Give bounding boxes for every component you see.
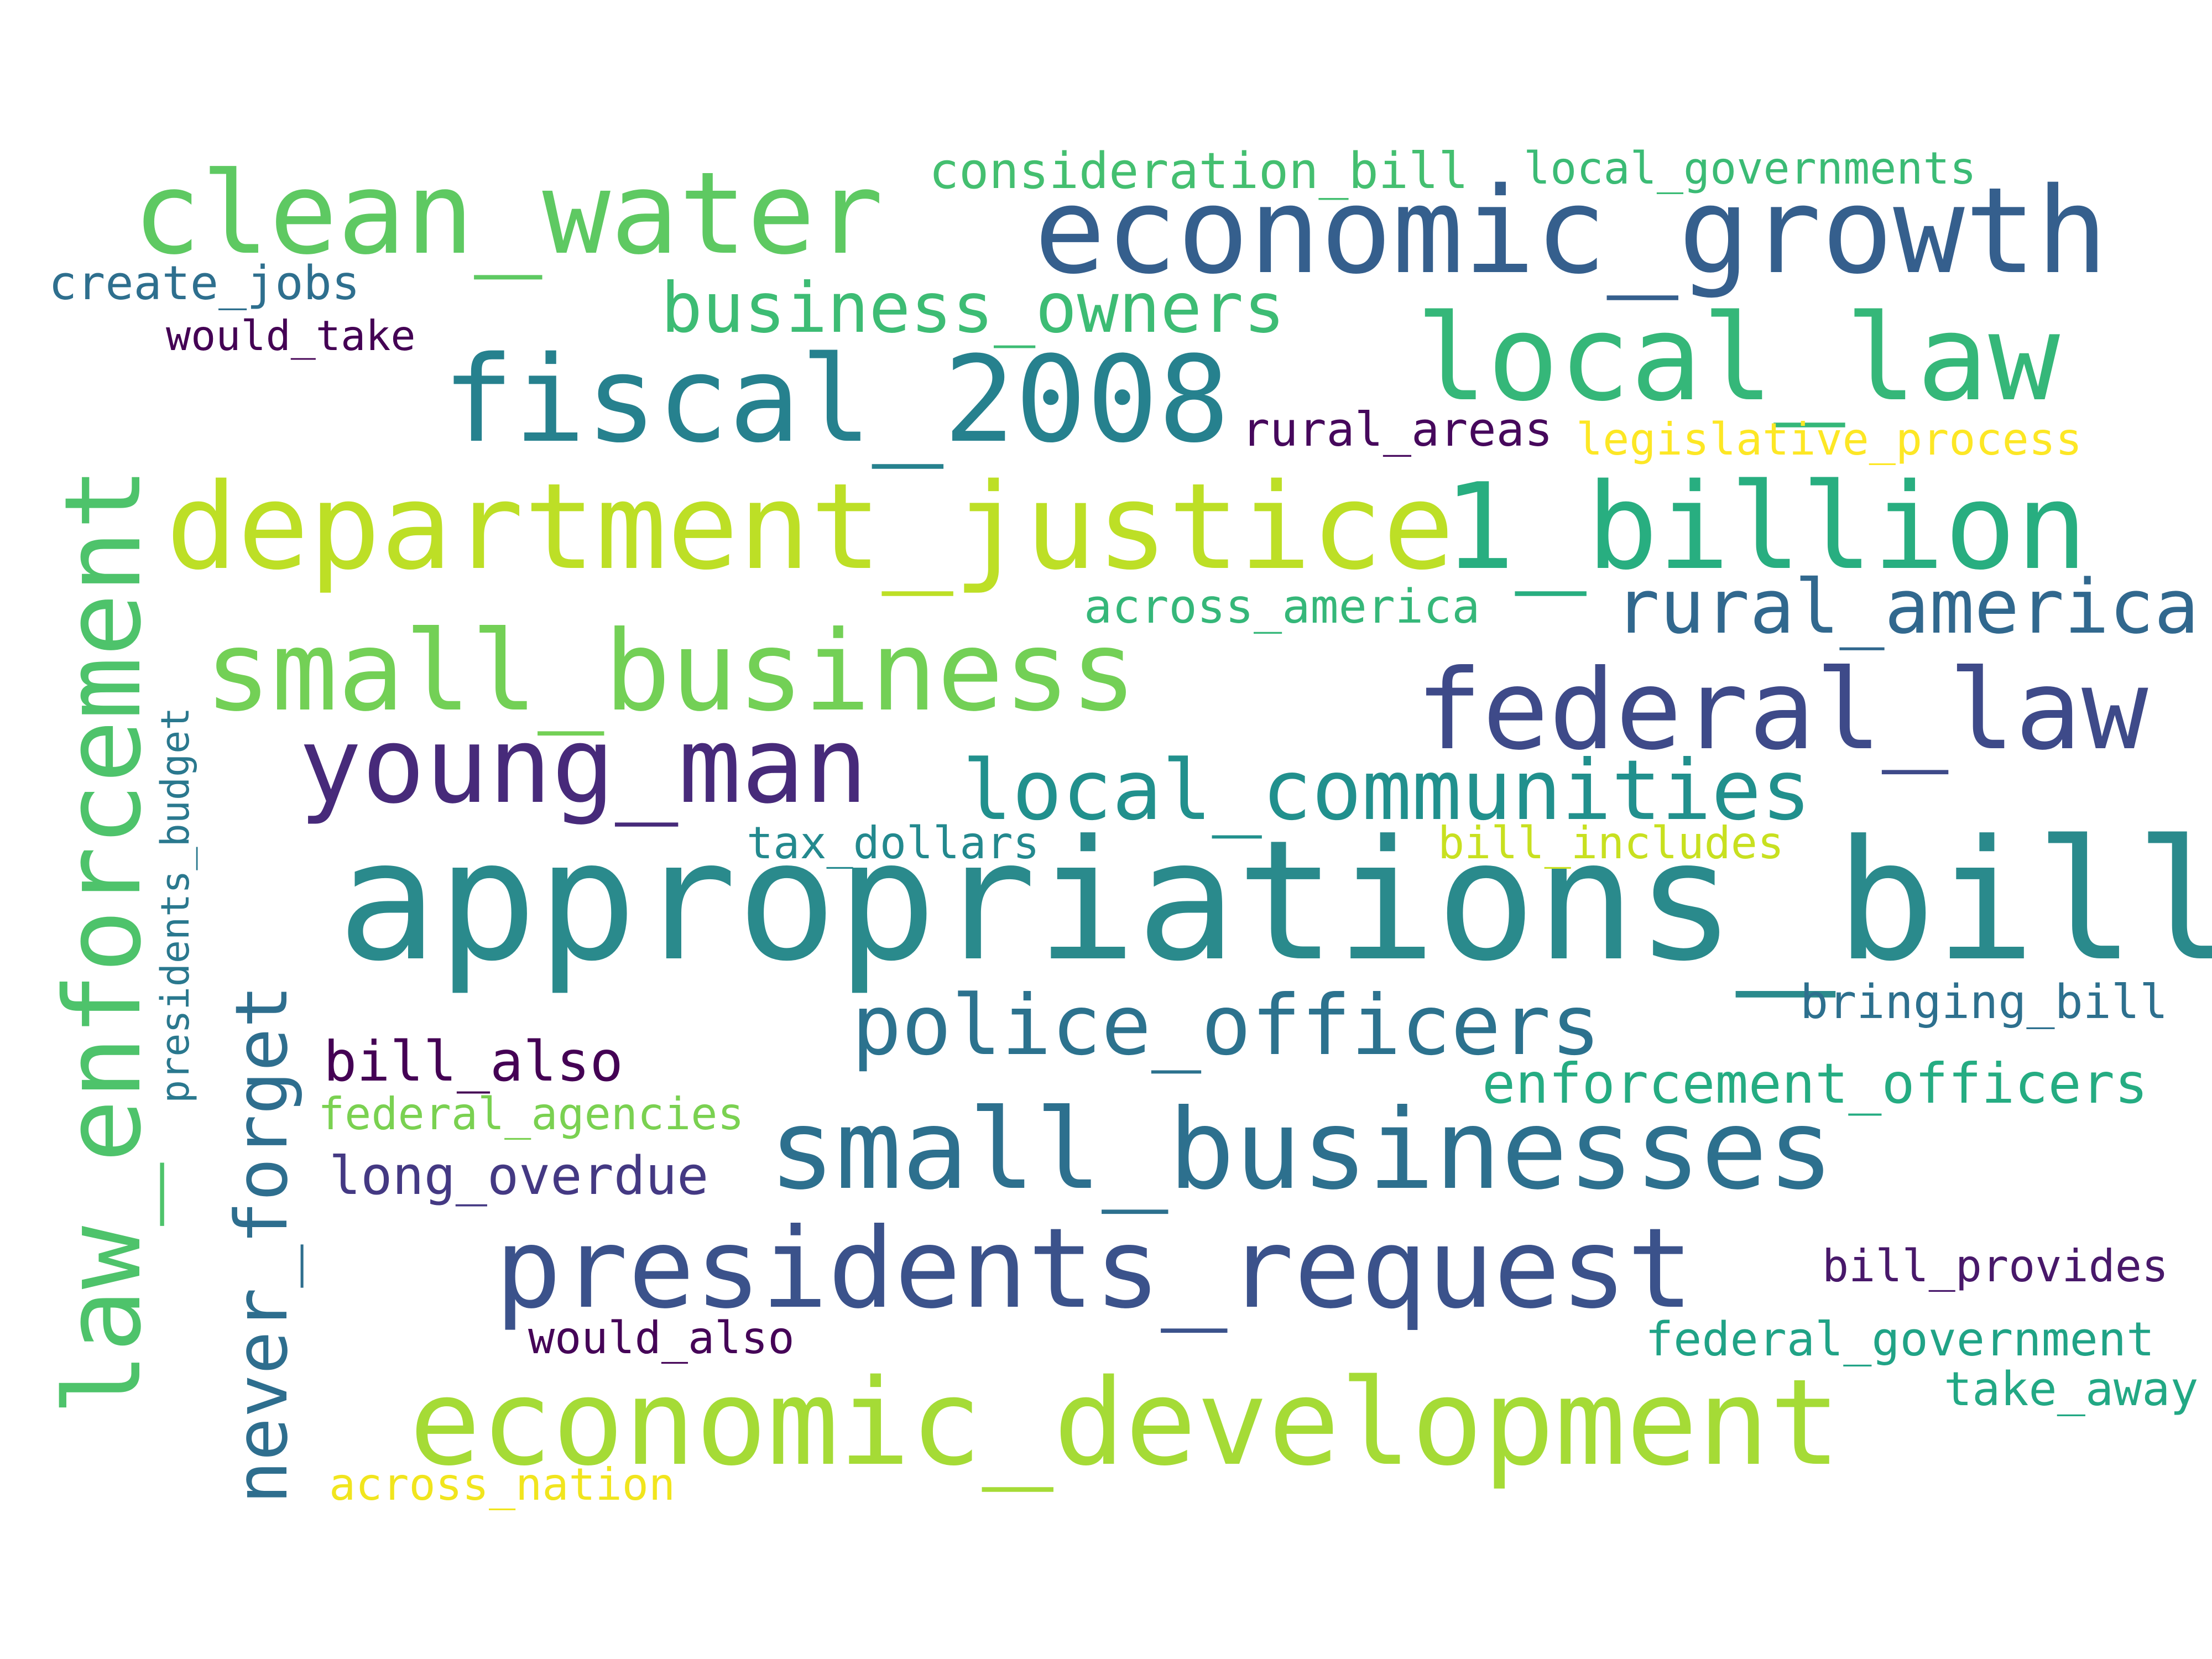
word-police-officers: police_officers [852, 978, 1601, 1074]
word-take-away: take_away [1944, 1362, 2199, 1417]
word-federal-agencies: federal_agencies [318, 1088, 744, 1140]
word-rural-areas: rural_areas [1241, 403, 1553, 457]
word-tax-dollars: tax_dollars [747, 817, 1040, 869]
word-would-take: would_take [166, 311, 416, 360]
word-local-communities: local_communities [962, 743, 1812, 839]
word-young-man: young_man [299, 705, 868, 827]
word-bill-also: bill_also [324, 1029, 623, 1094]
word-1-billion: 1_billion [1443, 457, 2088, 596]
word-presidents-budget: presidents_budget [153, 707, 198, 1103]
word-local-law: local_law [1416, 289, 2060, 427]
word-federal-government: federal_government [1645, 1312, 2155, 1367]
word-never-forget: never_forget [220, 984, 304, 1504]
word-legislative-process: legislative_process [1576, 414, 2083, 465]
word-bill-provides: bill_provides [1822, 1240, 2169, 1292]
word-law-enforcement: law_enforcement [42, 467, 164, 1416]
word-economic-development: economic_development [409, 1353, 1841, 1492]
word-rural-america: rural_america [1615, 564, 2199, 650]
word-create-jobs: create_jobs [49, 256, 360, 311]
word-long-overdue: long_overdue [329, 1146, 709, 1207]
word-small-business: small_business [205, 607, 1137, 736]
word-consideration-bill: consideration_bill [929, 142, 1469, 200]
word-across-nation: across_nation [329, 1459, 676, 1510]
word-enforcement-officers: enforcement_officers [1482, 1051, 2148, 1116]
word-appropriations-bill: appropriations_bill [337, 805, 2212, 998]
word-presidents-request: presidents_request [495, 1204, 1694, 1333]
word-local-governments: local_governments [1524, 143, 1976, 194]
word-federal-law: federal_law [1416, 646, 2148, 775]
word-bill-includes: bill_includes [1438, 817, 1785, 869]
word-economic-growth: economic_growth [1034, 161, 2108, 300]
word-small-businesses: small_businesses [769, 1086, 1834, 1214]
word-bringing-bill: bringing_bill [1800, 975, 2168, 1030]
word-fiscal-2008: fiscal_2008 [442, 330, 1230, 469]
word-would-also: would_also [528, 1312, 795, 1364]
word-clean-water: clean_water [133, 148, 884, 280]
word-business-owners: business_owners [661, 268, 1285, 348]
word-across-america: across_america [1084, 580, 1480, 634]
word-department-justice: department_justice [166, 457, 1454, 596]
